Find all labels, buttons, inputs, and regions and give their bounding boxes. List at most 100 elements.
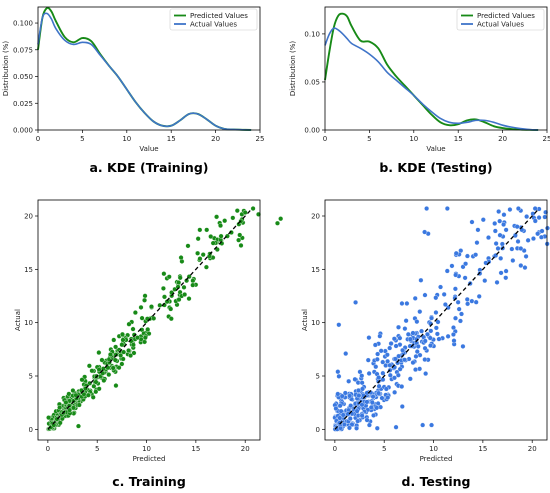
y-axis-label: Actual [301, 309, 309, 331]
scatter-point [364, 417, 370, 423]
scatter-point [164, 299, 170, 305]
scatter-point [380, 370, 386, 376]
scatter-point [356, 387, 361, 393]
scatter-point [422, 357, 428, 363]
scatter-point [410, 330, 416, 336]
scatter-point [234, 208, 240, 214]
scatter-point [510, 258, 516, 263]
scatter-point [230, 215, 236, 221]
x-tick-label: 5 [367, 135, 371, 143]
y-tick-label: 0.050 [13, 73, 33, 81]
scatter-point [336, 373, 342, 379]
legend-label-actual: Actual Values [477, 21, 524, 29]
scatter-point [346, 425, 352, 431]
scatter-point [455, 299, 461, 305]
scatter-point [366, 422, 372, 428]
scatter-point [507, 207, 513, 213]
x-tick-label: 20 [498, 135, 507, 143]
series-line-actual [37, 12, 252, 131]
scatter-point [460, 343, 466, 349]
x-tick-label: 25 [256, 135, 265, 143]
scatter-point [195, 250, 201, 256]
scatter-point [453, 250, 459, 256]
scatter-point [369, 399, 375, 405]
scatter-point [197, 227, 203, 233]
x-ticks: 0 5 10 15 20 25 [323, 130, 550, 143]
scatter-point [200, 252, 206, 258]
x-tick-label: 25 [543, 135, 550, 143]
x-tick-label: 15 [454, 135, 463, 143]
scatter-point [407, 336, 413, 342]
scatter-point [120, 337, 126, 343]
scatter-point [495, 245, 501, 251]
scatter-point [397, 366, 403, 372]
scatter-point [93, 379, 99, 385]
x-tick-label: 10 [122, 135, 131, 143]
y-tick-label: 0 [316, 426, 320, 434]
scatter-point [99, 357, 105, 363]
scatter-point [415, 343, 421, 349]
scatter-point [342, 390, 348, 396]
scatter-point [91, 383, 97, 389]
scatter-point [509, 246, 515, 252]
scatter-point [494, 279, 500, 285]
scatter-point [370, 394, 376, 400]
scatter-point [391, 336, 397, 342]
scatter-point [195, 236, 201, 242]
scatter-point [400, 347, 406, 353]
scatter-point [79, 377, 85, 383]
x-tick-label: 10 [429, 445, 438, 453]
y-tick-label: 0.075 [13, 46, 33, 54]
scatter-point [111, 337, 117, 343]
scatter-point [126, 348, 132, 354]
scatter-point [424, 331, 430, 337]
plot-area [332, 206, 550, 432]
scatter-point [464, 296, 470, 302]
scatter-point [355, 418, 361, 424]
scatter-point [532, 218, 538, 224]
scatter-point [422, 338, 428, 344]
scatter-point [387, 345, 393, 351]
scatter-point [427, 343, 433, 349]
y-tick-label: 0.00 [304, 127, 320, 135]
scatter-point [512, 233, 518, 239]
scatter-point [116, 365, 122, 371]
scatter-point [410, 360, 416, 366]
scatter-point [399, 300, 405, 306]
scatter-point [433, 310, 439, 315]
scatter-point [128, 353, 134, 359]
scatter-point [503, 275, 509, 281]
scatter-point [465, 301, 471, 307]
y-tick-label: 5 [29, 373, 33, 381]
scatter-point [399, 404, 405, 409]
scatter-point [503, 227, 509, 233]
scatter-point [46, 415, 52, 421]
scatter-point [142, 293, 148, 299]
scatter-point [346, 378, 352, 384]
scatter-point [168, 306, 174, 312]
scatter-point [393, 424, 399, 430]
x-ticks: 0 5 10 15 20 [46, 440, 250, 453]
scatter-point [501, 222, 507, 228]
scatter-point [476, 293, 482, 299]
scatter-point [343, 351, 349, 357]
scatter-point [524, 214, 530, 220]
x-tick-label: 20 [241, 445, 250, 453]
scatter-point [345, 411, 351, 417]
scatter-point [427, 335, 433, 341]
scatter-point [396, 353, 402, 359]
scatter-point [459, 311, 464, 317]
scatter-point [366, 335, 372, 341]
x-tick-label: 15 [191, 445, 200, 453]
scatter-point [142, 339, 148, 345]
scatter-point [131, 350, 137, 356]
scatter-point [157, 302, 163, 308]
scatter-point [412, 295, 418, 301]
scatter-point [422, 345, 428, 351]
scatter-point [486, 235, 491, 241]
scatter-point [176, 297, 182, 303]
scatter-point [337, 420, 343, 426]
y-tick-label: 0.05 [304, 78, 320, 86]
scatter-point [463, 261, 469, 267]
scatter-point [433, 325, 439, 331]
